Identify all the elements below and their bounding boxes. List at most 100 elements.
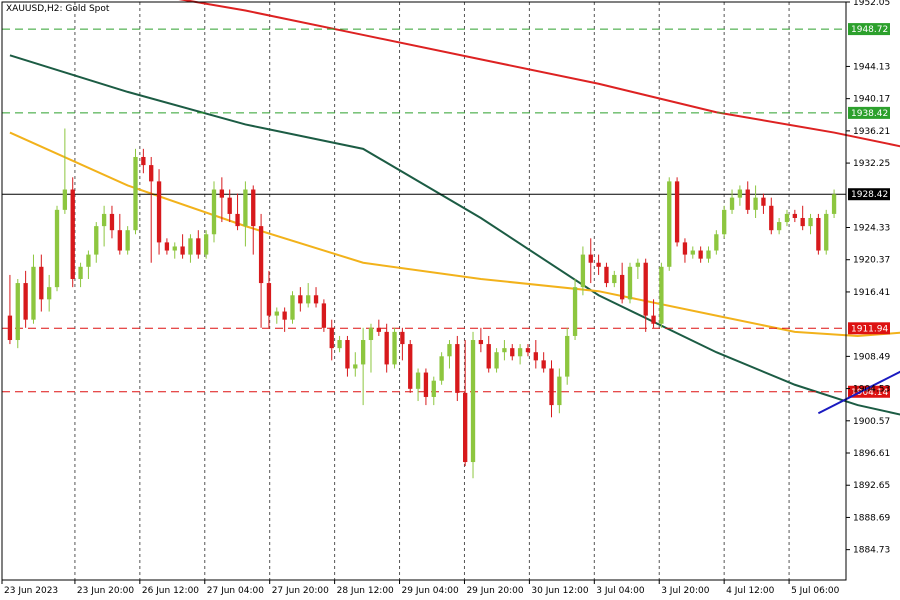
x-tick-label: 29 Jun 04:00 xyxy=(402,586,459,596)
bullish-candle xyxy=(86,254,91,267)
y-tick-label: 1888.69 xyxy=(853,513,890,523)
bullish-candle xyxy=(753,197,758,210)
annotations[interactable] xyxy=(817,39,900,415)
bearish-candle xyxy=(298,295,303,304)
bullish-candle xyxy=(517,348,523,357)
x-tick-label: 29 Jun 20:00 xyxy=(466,586,523,596)
moving-average-green xyxy=(9,54,900,416)
bullish-candle xyxy=(831,194,837,214)
price-level-tag[interactable] xyxy=(848,23,890,36)
bullish-candle xyxy=(94,226,99,255)
bearish-candle xyxy=(643,262,648,316)
horizontal-levels[interactable]: 1948.72 1938.42 1911.94 1904.14 1928.42 xyxy=(2,23,890,398)
bearish-candle xyxy=(816,217,821,251)
moving-averages xyxy=(9,0,900,416)
bearish-candle xyxy=(533,352,538,361)
support-trendline[interactable] xyxy=(817,210,900,415)
bearish-candle xyxy=(109,213,115,231)
bullish-candle xyxy=(627,266,633,300)
price-level-label: 1948.72 xyxy=(851,25,888,35)
bearish-candle xyxy=(423,372,429,397)
grid xyxy=(74,2,790,580)
y-tick-label: 1916.41 xyxy=(853,288,890,298)
y-tick-label: 1892.65 xyxy=(853,481,890,491)
x-tick-label: 30 Jun 12:00 xyxy=(531,586,588,596)
bullish-candle xyxy=(211,189,217,235)
bearish-candle xyxy=(408,344,413,389)
bullish-candle xyxy=(808,217,813,227)
bearish-candle xyxy=(196,238,201,255)
y-tick-label: 1920.37 xyxy=(853,256,890,266)
bearish-candle xyxy=(792,213,797,218)
current-price-label: 1928.42 xyxy=(851,190,888,200)
bullish-candle xyxy=(392,331,397,365)
bullish-candle xyxy=(54,209,60,288)
y-tick-label: 1952.05 xyxy=(853,0,890,8)
bullish-candle xyxy=(714,234,719,251)
bullish-candle xyxy=(572,287,578,336)
x-tick-label: 5 Jul 06:00 xyxy=(791,586,840,596)
price-level-tag[interactable] xyxy=(848,106,890,119)
bearish-candle xyxy=(235,213,240,227)
y-tick-label: 1944.13 xyxy=(853,62,890,72)
x-tick-label: 3 Jul 04:00 xyxy=(596,586,645,596)
bullish-candle xyxy=(737,189,743,198)
bearish-candle xyxy=(619,274,625,300)
bullish-candle xyxy=(667,181,672,267)
bullish-candle xyxy=(360,340,366,365)
bearish-candle xyxy=(258,226,264,284)
bullish-candle xyxy=(31,266,36,320)
bearish-candle xyxy=(164,242,170,251)
x-tick-label: 4 Jul 12:00 xyxy=(726,586,775,596)
y-tick-label: 1936.21 xyxy=(853,127,890,137)
bearish-candle xyxy=(156,181,162,243)
bearish-candle xyxy=(251,189,256,227)
x-tick-label: 3 Jul 20:00 xyxy=(661,586,710,596)
bullish-candle xyxy=(125,230,130,251)
bullish-candle xyxy=(133,156,138,231)
bullish-candle xyxy=(729,197,735,210)
bearish-candle xyxy=(761,197,766,206)
bullish-candle xyxy=(337,340,342,349)
bearish-candle xyxy=(525,348,531,353)
bearish-candle xyxy=(117,230,122,251)
bullish-candle xyxy=(580,254,586,288)
bearish-candle xyxy=(486,344,491,369)
bullish-candle xyxy=(47,287,52,300)
bearish-candle xyxy=(384,331,389,365)
bearish-candle xyxy=(455,344,460,393)
bullish-candle xyxy=(776,222,782,231)
bearish-candle xyxy=(463,392,468,463)
bullish-candle xyxy=(439,356,444,381)
y-tick-label: 1924.33 xyxy=(853,224,890,234)
bullish-candle xyxy=(188,238,193,255)
bearish-candle xyxy=(321,303,327,328)
bearish-candle xyxy=(23,283,28,320)
y-tick-label: 1884.73 xyxy=(853,546,890,556)
bearish-candle xyxy=(541,360,546,369)
price-level-label: 1911.94 xyxy=(851,324,888,334)
candles xyxy=(7,128,837,479)
bullish-candle xyxy=(557,376,562,406)
bullish-candle xyxy=(447,344,452,357)
price-level-tag[interactable] xyxy=(848,385,890,398)
bearish-candle xyxy=(400,331,405,345)
bullish-candle xyxy=(824,213,829,251)
x-tick-label: 27 Jun 20:00 xyxy=(272,586,329,596)
bearish-candle xyxy=(282,311,287,320)
bearish-candle xyxy=(376,327,381,332)
bearish-candle xyxy=(651,315,656,324)
bearish-candle xyxy=(329,327,334,349)
bearish-candle xyxy=(7,315,13,341)
price-level-tag[interactable] xyxy=(848,322,890,335)
bullish-candle xyxy=(15,283,20,341)
bullish-candle xyxy=(565,335,570,377)
bearish-candle xyxy=(266,283,272,316)
bullish-candle xyxy=(722,209,727,235)
bearish-candle xyxy=(313,295,319,304)
bullish-candle xyxy=(470,340,476,463)
bearish-candle xyxy=(674,181,680,243)
bullish-candle xyxy=(306,295,311,304)
bearish-candle xyxy=(70,189,75,280)
